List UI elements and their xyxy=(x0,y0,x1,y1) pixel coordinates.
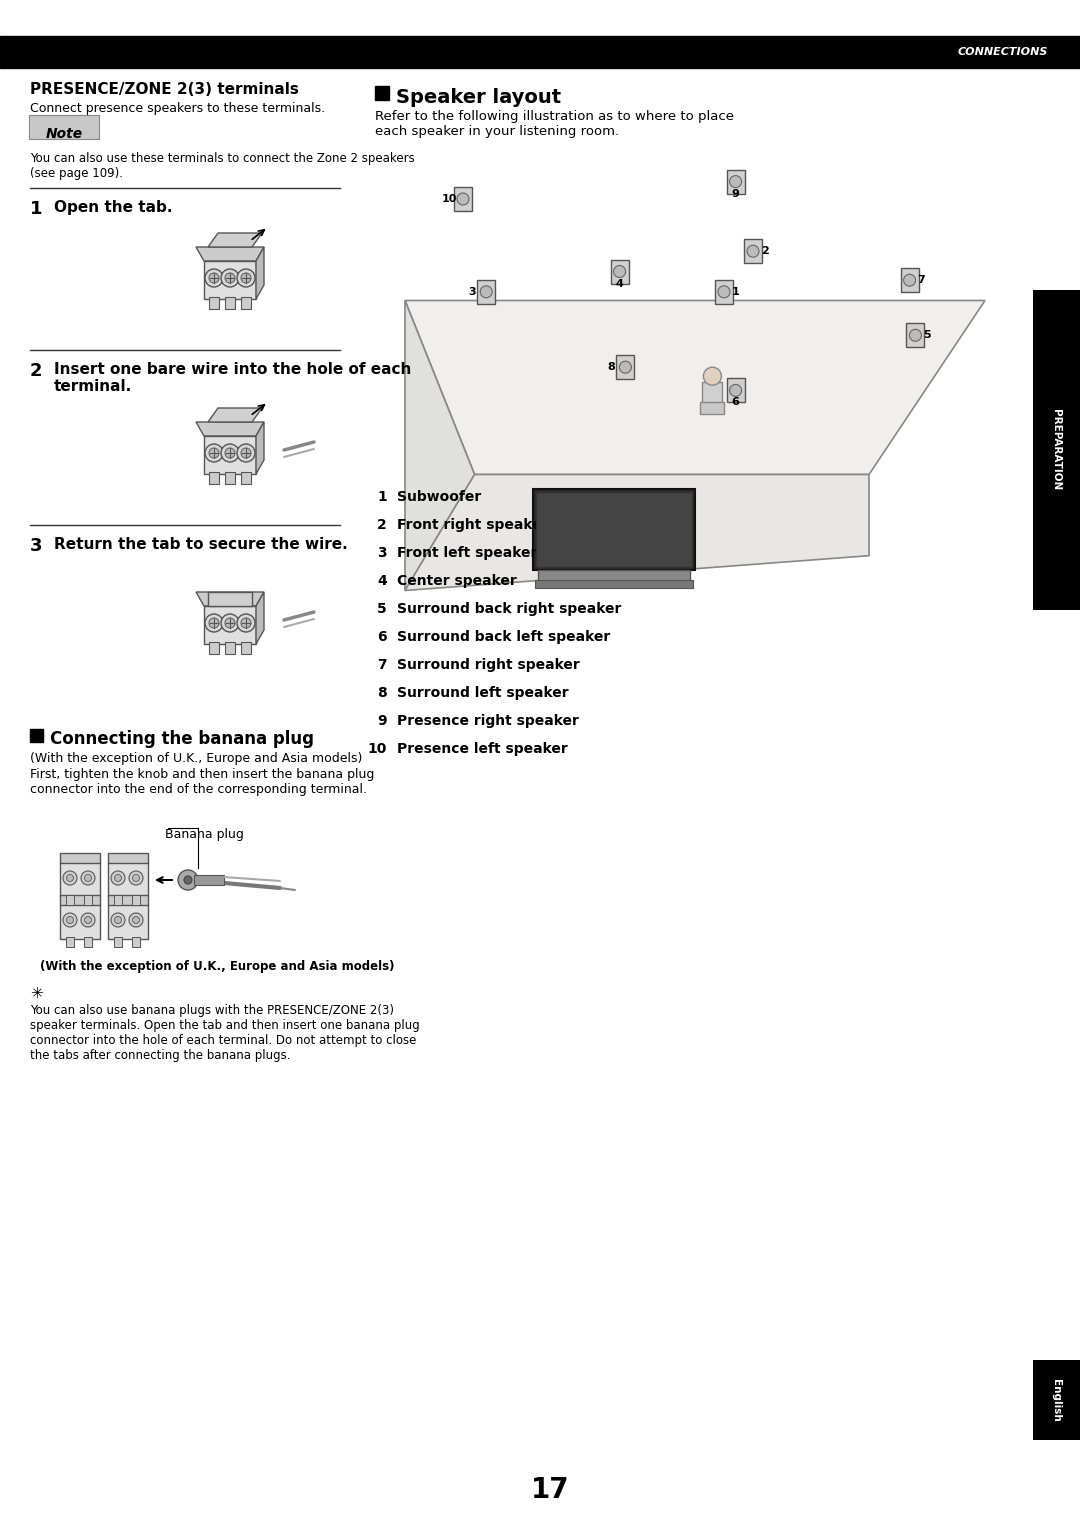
Text: Front right speaker: Front right speaker xyxy=(397,517,549,533)
Text: 3: 3 xyxy=(30,537,42,555)
Bar xyxy=(225,298,235,308)
Text: 7: 7 xyxy=(918,275,926,285)
Text: Subwoofer: Subwoofer xyxy=(397,490,482,504)
Circle shape xyxy=(205,613,222,632)
Bar xyxy=(108,862,148,897)
Text: You can also use these terminals to connect the Zone 2 speakers
(see page 109).: You can also use these terminals to conn… xyxy=(30,153,415,180)
Bar xyxy=(210,298,219,308)
Text: Surround left speaker: Surround left speaker xyxy=(397,687,569,700)
Circle shape xyxy=(84,917,92,923)
Bar xyxy=(114,896,122,905)
Circle shape xyxy=(237,269,255,287)
Circle shape xyxy=(184,876,192,884)
Text: 5: 5 xyxy=(923,330,931,340)
Bar xyxy=(108,903,148,938)
Text: 6: 6 xyxy=(731,397,740,407)
Circle shape xyxy=(63,871,77,885)
Text: Open the tab.: Open the tab. xyxy=(54,200,173,215)
Circle shape xyxy=(210,449,219,458)
Text: Connecting the banana plug: Connecting the banana plug xyxy=(50,729,314,748)
Circle shape xyxy=(84,874,92,882)
Text: Refer to the following illustration as to where to place
each speaker in your li: Refer to the following illustration as t… xyxy=(375,110,734,137)
Circle shape xyxy=(129,871,143,885)
Text: Presence right speaker: Presence right speaker xyxy=(397,714,579,728)
Text: Front left speaker: Front left speaker xyxy=(397,546,538,560)
Polygon shape xyxy=(195,247,264,261)
Bar xyxy=(715,279,733,304)
Text: 1: 1 xyxy=(377,490,387,504)
Text: CONNECTIONS: CONNECTIONS xyxy=(958,47,1048,56)
Text: Banana plug: Banana plug xyxy=(165,829,244,841)
Bar xyxy=(477,279,496,304)
Bar xyxy=(210,642,219,655)
Text: 10: 10 xyxy=(367,742,387,755)
Circle shape xyxy=(205,269,222,287)
Bar xyxy=(536,491,692,568)
Text: 4: 4 xyxy=(616,279,623,288)
Polygon shape xyxy=(405,301,474,591)
Polygon shape xyxy=(405,301,985,475)
Text: 8: 8 xyxy=(608,362,616,372)
Bar xyxy=(241,472,251,484)
Bar xyxy=(744,240,762,262)
Circle shape xyxy=(221,613,239,632)
Text: 5: 5 xyxy=(377,601,387,617)
Circle shape xyxy=(178,870,198,890)
Text: 9: 9 xyxy=(377,714,387,728)
Text: First, tighten the knob and then insert the banana plug
connector into the end o: First, tighten the knob and then insert … xyxy=(30,768,375,797)
Circle shape xyxy=(241,618,251,629)
Text: 6: 6 xyxy=(377,630,387,644)
Bar xyxy=(204,606,256,644)
Circle shape xyxy=(481,285,492,298)
Circle shape xyxy=(730,385,742,397)
Bar xyxy=(901,269,919,291)
Polygon shape xyxy=(405,475,869,591)
Circle shape xyxy=(225,449,235,458)
Bar xyxy=(532,488,696,571)
Text: (With the exception of U.K., Europe and Asia models): (With the exception of U.K., Europe and … xyxy=(30,752,363,765)
Bar xyxy=(0,37,1080,69)
Text: Return the tab to secure the wire.: Return the tab to secure the wire. xyxy=(54,537,348,552)
Circle shape xyxy=(81,913,95,926)
Circle shape xyxy=(904,275,916,287)
FancyBboxPatch shape xyxy=(29,114,99,139)
Circle shape xyxy=(221,269,239,287)
Bar xyxy=(66,937,75,948)
Circle shape xyxy=(620,362,632,374)
Circle shape xyxy=(237,444,255,462)
Text: Surround back right speaker: Surround back right speaker xyxy=(397,601,621,617)
Circle shape xyxy=(909,330,921,342)
Text: PRESENCE/ZONE 2(3) terminals: PRESENCE/ZONE 2(3) terminals xyxy=(30,82,299,98)
Text: 2: 2 xyxy=(761,246,769,256)
Circle shape xyxy=(133,874,139,882)
Text: PREPARATION: PREPARATION xyxy=(1051,409,1061,491)
Bar xyxy=(701,403,725,414)
Polygon shape xyxy=(108,853,148,864)
Polygon shape xyxy=(208,233,262,247)
Text: Presence left speaker: Presence left speaker xyxy=(397,742,568,755)
Bar xyxy=(84,896,92,905)
Circle shape xyxy=(237,613,255,632)
Bar xyxy=(727,169,744,194)
Circle shape xyxy=(63,913,77,926)
Circle shape xyxy=(114,917,121,923)
Polygon shape xyxy=(60,896,100,905)
Text: 2: 2 xyxy=(30,362,42,380)
Bar xyxy=(1032,1360,1080,1441)
Bar xyxy=(702,382,723,404)
Text: Note: Note xyxy=(45,127,82,140)
Bar xyxy=(114,937,122,948)
Circle shape xyxy=(225,273,235,282)
Text: English: English xyxy=(1051,1378,1061,1421)
Bar xyxy=(1032,290,1080,610)
Text: Speaker layout: Speaker layout xyxy=(396,89,562,107)
Circle shape xyxy=(114,874,121,882)
Text: 4: 4 xyxy=(377,574,387,588)
Text: Connect presence speakers to these terminals.: Connect presence speakers to these termi… xyxy=(30,102,325,114)
Text: You can also use banana plugs with the PRESENCE/ZONE 2(3)
speaker terminals. Ope: You can also use banana plugs with the P… xyxy=(30,1004,420,1062)
Text: 3: 3 xyxy=(377,546,387,560)
Bar xyxy=(535,580,693,588)
Text: 10: 10 xyxy=(442,194,457,204)
Polygon shape xyxy=(208,407,262,423)
Text: 1: 1 xyxy=(30,200,42,218)
